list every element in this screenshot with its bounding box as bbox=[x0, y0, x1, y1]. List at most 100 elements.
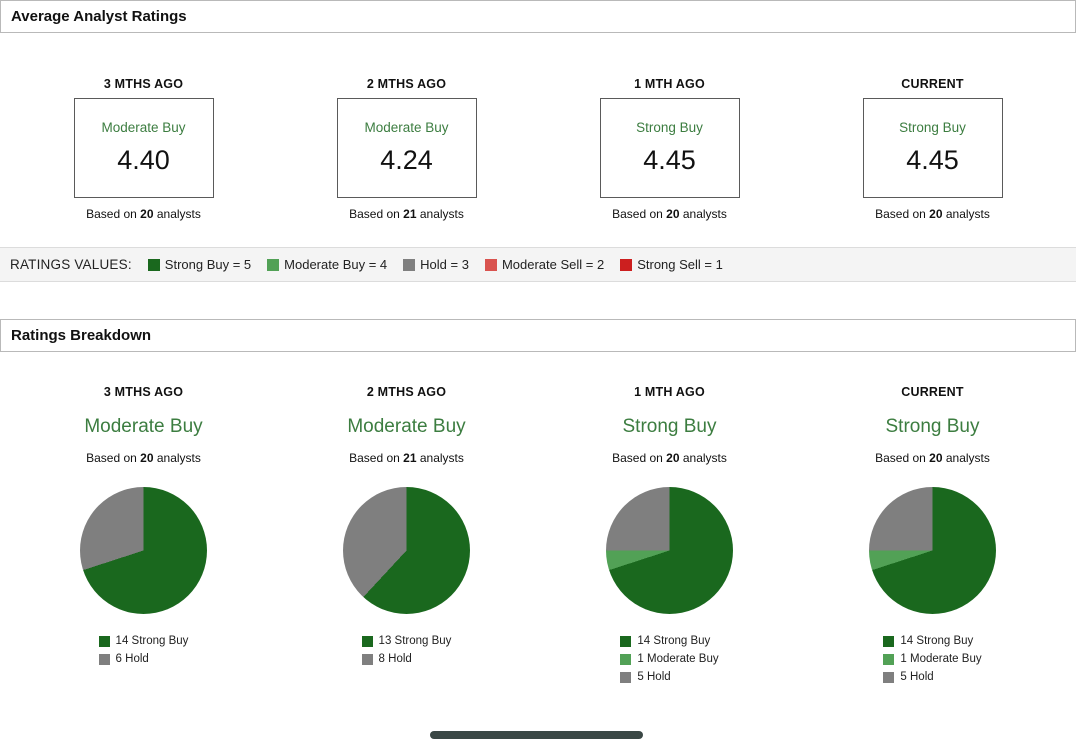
ratings-pie-chart bbox=[869, 487, 996, 614]
period-label: 2 MTHS AGO bbox=[366, 385, 447, 399]
average-ratings-title: Average Analyst Ratings bbox=[11, 8, 187, 25]
based-on-prefix: Based on bbox=[349, 207, 400, 221]
based-on-prefix: Based on bbox=[612, 451, 663, 465]
legend-label: 8 Hold bbox=[378, 653, 412, 665]
breakdown-rating-text: Moderate Buy bbox=[84, 416, 203, 437]
breakdown-rating-text: Moderate Buy bbox=[347, 416, 466, 437]
average-rating-text: Strong Buy bbox=[899, 120, 966, 135]
period-label: CURRENT bbox=[901, 77, 964, 91]
pie-legend: 14 Strong Buy 1 Moderate Buy 5 Hold bbox=[883, 635, 982, 689]
breakdown-column-1mth: 1 MTH AGO Strong Buy Based on 20 analyst… bbox=[538, 385, 801, 689]
average-rating-text: Strong Buy bbox=[636, 120, 703, 135]
based-on-prefix: Based on bbox=[349, 451, 400, 465]
pie-legend: 13 Strong Buy 8 Hold bbox=[361, 635, 452, 671]
period-label: 2 MTHS AGO bbox=[366, 77, 447, 91]
legend-label: Strong Sell = 1 bbox=[637, 257, 723, 272]
legend-label: Strong Buy = 5 bbox=[164, 257, 252, 272]
breakdown-rating-text: Strong Buy bbox=[885, 416, 980, 437]
analyst-count: 20 bbox=[666, 207, 680, 221]
based-on-analysts: Based on 20 analysts bbox=[801, 207, 1064, 221]
based-on-analysts: Based on 20 analysts bbox=[12, 207, 275, 221]
pie-legend-item: 14 Strong Buy bbox=[883, 635, 981, 647]
period-label: 3 MTHS AGO bbox=[103, 385, 184, 399]
based-on-suffix: analysts bbox=[419, 451, 464, 465]
pie-legend-item: 13 Strong Buy bbox=[361, 635, 452, 647]
legend-swatch bbox=[267, 258, 280, 271]
based-on-suffix: analysts bbox=[156, 451, 201, 465]
average-column-1mth: 1 MTH AGO Strong Buy 4.45 Based on 20 an… bbox=[538, 77, 801, 221]
ratings-breakdown-columns: 3 MTHS AGO Moderate Buy Based on 20 anal… bbox=[0, 385, 1076, 689]
legend-swatch bbox=[361, 635, 373, 647]
ratings-breakdown-title: Ratings Breakdown bbox=[11, 327, 152, 344]
based-on-analysts: Based on 20 analysts bbox=[801, 451, 1064, 465]
legend-label: 14 Strong Buy bbox=[900, 635, 974, 647]
based-on-prefix: Based on bbox=[875, 451, 926, 465]
analyst-count: 21 bbox=[403, 451, 417, 465]
legend-label: 14 Strong Buy bbox=[115, 635, 189, 647]
legend-label: 13 Strong Buy bbox=[378, 635, 452, 647]
legend-swatch bbox=[883, 653, 895, 665]
ratings-value-item: Strong Sell = 1 bbox=[620, 257, 723, 272]
ratings-values-label: RATINGS VALUES: bbox=[10, 257, 132, 272]
average-column-3mths: 3 MTHS AGO Moderate Buy 4.40 Based on 20… bbox=[12, 77, 275, 221]
ratings-value-item: Moderate Sell = 2 bbox=[484, 257, 605, 272]
legend-swatch bbox=[620, 671, 632, 683]
ratings-value-item: Moderate Buy = 4 bbox=[267, 257, 387, 272]
pie-legend: 14 Strong Buy 6 Hold bbox=[98, 635, 189, 671]
pie-legend-item: 6 Hold bbox=[98, 653, 189, 665]
analyst-count: 20 bbox=[929, 207, 943, 221]
based-on-analysts: Based on 21 analysts bbox=[275, 451, 538, 465]
based-on-analysts: Based on 20 analysts bbox=[538, 207, 801, 221]
legend-label: 14 Strong Buy bbox=[637, 635, 711, 647]
average-rating-text: Moderate Buy bbox=[101, 120, 186, 135]
ratings-value-item: Hold = 3 bbox=[403, 257, 469, 272]
legend-swatch bbox=[403, 258, 416, 271]
legend-swatch bbox=[620, 258, 633, 271]
legend-swatch bbox=[620, 653, 632, 665]
period-label: 1 MTH AGO bbox=[634, 385, 705, 399]
based-on-prefix: Based on bbox=[612, 207, 663, 221]
analyst-count: 20 bbox=[140, 451, 154, 465]
legend-swatch bbox=[620, 635, 632, 647]
legend-swatch bbox=[883, 635, 895, 647]
breakdown-column-3mths: 3 MTHS AGO Moderate Buy Based on 20 anal… bbox=[12, 385, 275, 689]
based-on-analysts: Based on 20 analysts bbox=[538, 451, 801, 465]
legend-label: 5 Hold bbox=[637, 671, 671, 683]
average-rating-box: Strong Buy 4.45 bbox=[599, 98, 740, 198]
legend-swatch bbox=[484, 258, 497, 271]
ratings-value-item: Strong Buy = 5 bbox=[147, 257, 252, 272]
period-label: 1 MTH AGO bbox=[634, 77, 705, 91]
ratings-values-bar: RATINGS VALUES: Strong Buy = 5 Moderate B… bbox=[0, 247, 1076, 282]
legend-swatch bbox=[98, 635, 110, 647]
legend-label: 5 Hold bbox=[900, 671, 934, 683]
pie-legend-item: 14 Strong Buy bbox=[98, 635, 189, 647]
based-on-suffix: analysts bbox=[945, 207, 990, 221]
legend-swatch bbox=[361, 653, 373, 665]
based-on-suffix: analysts bbox=[419, 207, 464, 221]
based-on-prefix: Based on bbox=[86, 451, 137, 465]
legend-swatch bbox=[883, 671, 895, 683]
average-rating-box: Moderate Buy 4.40 bbox=[73, 98, 214, 198]
analyst-count: 21 bbox=[403, 207, 417, 221]
legend-label: 1 Moderate Buy bbox=[637, 653, 719, 665]
period-label: 3 MTHS AGO bbox=[103, 77, 184, 91]
pie-legend-item: 14 Strong Buy bbox=[620, 635, 718, 647]
legend-label: Moderate Sell = 2 bbox=[501, 257, 605, 272]
based-on-suffix: analysts bbox=[682, 451, 727, 465]
pie-legend-item: 8 Hold bbox=[361, 653, 452, 665]
pie-legend-item: 1 Moderate Buy bbox=[620, 653, 719, 665]
legend-label: 6 Hold bbox=[115, 653, 149, 665]
breakdown-column-2mths: 2 MTHS AGO Moderate Buy Based on 21 anal… bbox=[275, 385, 538, 689]
based-on-prefix: Based on bbox=[875, 207, 926, 221]
pie-legend-item: 5 Hold bbox=[620, 671, 718, 683]
breakdown-rating-text: Strong Buy bbox=[622, 416, 717, 437]
based-on-analysts: Based on 20 analysts bbox=[12, 451, 275, 465]
average-column-current: CURRENT Strong Buy 4.45 Based on 20 anal… bbox=[801, 77, 1064, 221]
breakdown-column-current: CURRENT Strong Buy Based on 20 analysts … bbox=[801, 385, 1064, 689]
based-on-analysts: Based on 21 analysts bbox=[275, 207, 538, 221]
period-label: CURRENT bbox=[901, 385, 964, 399]
average-ratings-columns: 3 MTHS AGO Moderate Buy 4.40 Based on 20… bbox=[0, 77, 1076, 221]
ratings-pie-chart bbox=[80, 487, 207, 614]
horizontal-scrollbar-thumb[interactable] bbox=[430, 731, 643, 739]
